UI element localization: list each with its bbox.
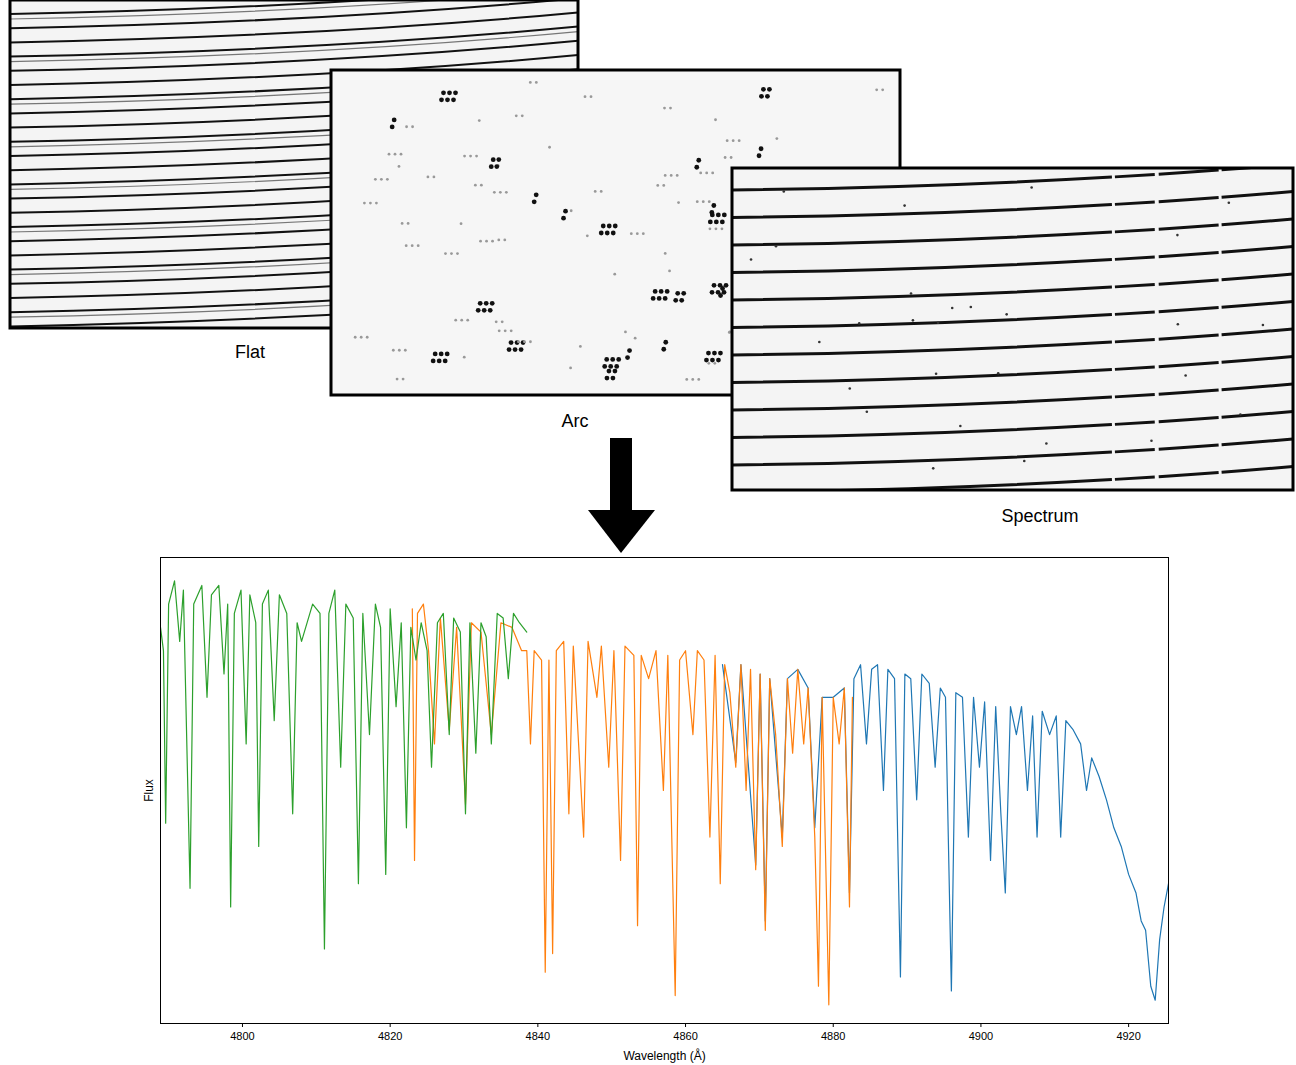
svg-text:4920: 4920 — [1116, 1030, 1140, 1042]
svg-text:4800: 4800 — [230, 1030, 254, 1042]
svg-text:Arc: Arc — [562, 411, 589, 431]
svg-text:Flux: Flux — [142, 779, 156, 802]
svg-text:Flat: Flat — [235, 342, 265, 362]
svg-text:4860: 4860 — [673, 1030, 697, 1042]
svg-text:4820: 4820 — [378, 1030, 402, 1042]
svg-text:4840: 4840 — [526, 1030, 550, 1042]
svg-text:Wavelength (Å): Wavelength (Å) — [623, 1048, 705, 1063]
svg-text:4880: 4880 — [821, 1030, 845, 1042]
svg-text:Spectrum: Spectrum — [1001, 506, 1078, 526]
svg-text:4900: 4900 — [969, 1030, 993, 1042]
